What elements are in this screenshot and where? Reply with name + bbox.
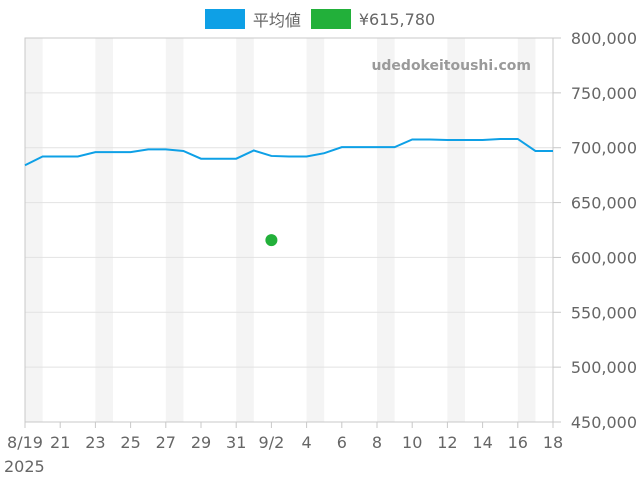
y-tick-label: 650,000 xyxy=(571,194,637,213)
x-tick-label: 25 xyxy=(120,433,140,452)
legend-swatch-average xyxy=(204,9,245,29)
x-tick-label: 8/19 xyxy=(7,433,43,452)
y-tick-label: 600,000 xyxy=(571,248,637,267)
legend-label-price: ¥615,780 xyxy=(358,9,436,29)
legend-item-average[interactable]: 平均値 xyxy=(204,7,301,31)
background-band xyxy=(517,38,536,422)
y-tick-label: 550,000 xyxy=(571,303,637,322)
y-tick-label: 450,000 xyxy=(571,413,637,432)
plot-frame xyxy=(24,37,554,423)
background-band xyxy=(447,38,465,422)
x-tick-label: 16 xyxy=(508,433,528,452)
y-tick-label: 800,000 xyxy=(571,29,637,48)
legend-item-price[interactable]: ¥615,780 xyxy=(310,9,436,29)
x-tick-label: 27 xyxy=(156,433,176,452)
x-tick-label: 23 xyxy=(85,433,105,452)
x-tick-label: 10 xyxy=(402,433,422,452)
chart-legend: 平均値 ¥615,780 xyxy=(0,8,640,30)
legend-swatch-price xyxy=(310,9,351,29)
y-tick-label: 750,000 xyxy=(571,84,637,103)
watermark-text: udedokeitoushi.com xyxy=(371,58,531,74)
series-point-price xyxy=(265,234,278,247)
x-tick-label: 18 xyxy=(543,433,563,452)
series-line-average xyxy=(24,137,553,167)
y-axis-ticks: 450,000 500,000 550,000 600,000 650,000 700,0… xyxy=(571,29,637,432)
background-band xyxy=(377,38,395,422)
x-axis-ticks: 8/19 2025 21 23 25 27 29 31 9/2 4 6 8 10 12 14 16 18 xyxy=(4,433,563,476)
legend-label-average: 平均値 xyxy=(252,11,301,30)
x-tick-sublabel: 2025 xyxy=(4,457,45,476)
background-bands xyxy=(25,38,536,422)
background-band xyxy=(165,38,184,422)
x-tick-label: 14 xyxy=(472,433,492,452)
x-tick-label: 31 xyxy=(226,433,246,452)
x-tick-label: 9/2 xyxy=(259,433,285,452)
background-band xyxy=(236,38,254,422)
y-tick-label: 500,000 xyxy=(571,358,637,377)
x-tick-label: 12 xyxy=(437,433,457,452)
x-tick-label: 29 xyxy=(191,433,211,452)
x-tick-label: 21 xyxy=(50,433,70,452)
background-band xyxy=(95,38,113,422)
y-tick-label: 700,000 xyxy=(571,139,637,158)
x-tick-label: 6 xyxy=(337,433,347,452)
background-band xyxy=(306,38,325,422)
x-tick-label: 4 xyxy=(302,433,312,452)
background-band xyxy=(25,38,43,422)
series-layer xyxy=(24,137,553,247)
x-tick-label: 8 xyxy=(372,433,382,452)
